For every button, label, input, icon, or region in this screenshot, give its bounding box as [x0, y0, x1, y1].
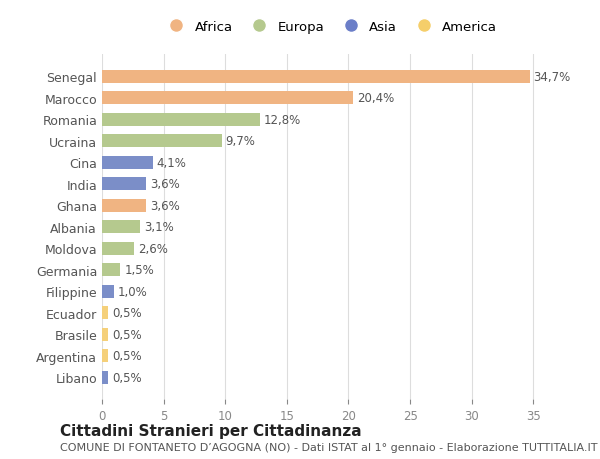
Bar [102, 71, 530, 84]
Text: 0,5%: 0,5% [112, 307, 142, 319]
Text: Cittadini Stranieri per Cittadinanza: Cittadini Stranieri per Cittadinanza [60, 423, 362, 438]
Bar [102, 135, 221, 148]
Text: 0,5%: 0,5% [112, 349, 142, 362]
Bar [102, 285, 115, 298]
Bar [102, 349, 108, 362]
Bar [102, 113, 260, 127]
Bar [102, 371, 108, 384]
Bar [102, 199, 146, 212]
Text: 12,8%: 12,8% [263, 113, 301, 127]
Bar [102, 178, 146, 191]
Text: 20,4%: 20,4% [357, 92, 394, 105]
Text: 1,0%: 1,0% [118, 285, 148, 298]
Text: 0,5%: 0,5% [112, 371, 142, 384]
Text: COMUNE DI FONTANETO D’AGOGNA (NO) - Dati ISTAT al 1° gennaio - Elaborazione TUTT: COMUNE DI FONTANETO D’AGOGNA (NO) - Dati… [60, 442, 598, 452]
Text: 4,1%: 4,1% [156, 157, 186, 169]
Bar [102, 263, 121, 276]
Text: 3,6%: 3,6% [150, 199, 180, 212]
Bar [102, 328, 108, 341]
Text: 34,7%: 34,7% [533, 71, 571, 84]
Bar [102, 242, 134, 255]
Legend: Africa, Europa, Asia, America: Africa, Europa, Asia, America [159, 17, 501, 38]
Bar [102, 157, 152, 169]
Bar [102, 221, 140, 234]
Bar [102, 307, 108, 319]
Text: 3,6%: 3,6% [150, 178, 180, 191]
Text: 3,1%: 3,1% [144, 221, 173, 234]
Text: 0,5%: 0,5% [112, 328, 142, 341]
Text: 1,5%: 1,5% [124, 263, 154, 277]
Text: 9,7%: 9,7% [225, 135, 255, 148]
Bar [102, 92, 353, 105]
Text: 2,6%: 2,6% [138, 242, 167, 255]
